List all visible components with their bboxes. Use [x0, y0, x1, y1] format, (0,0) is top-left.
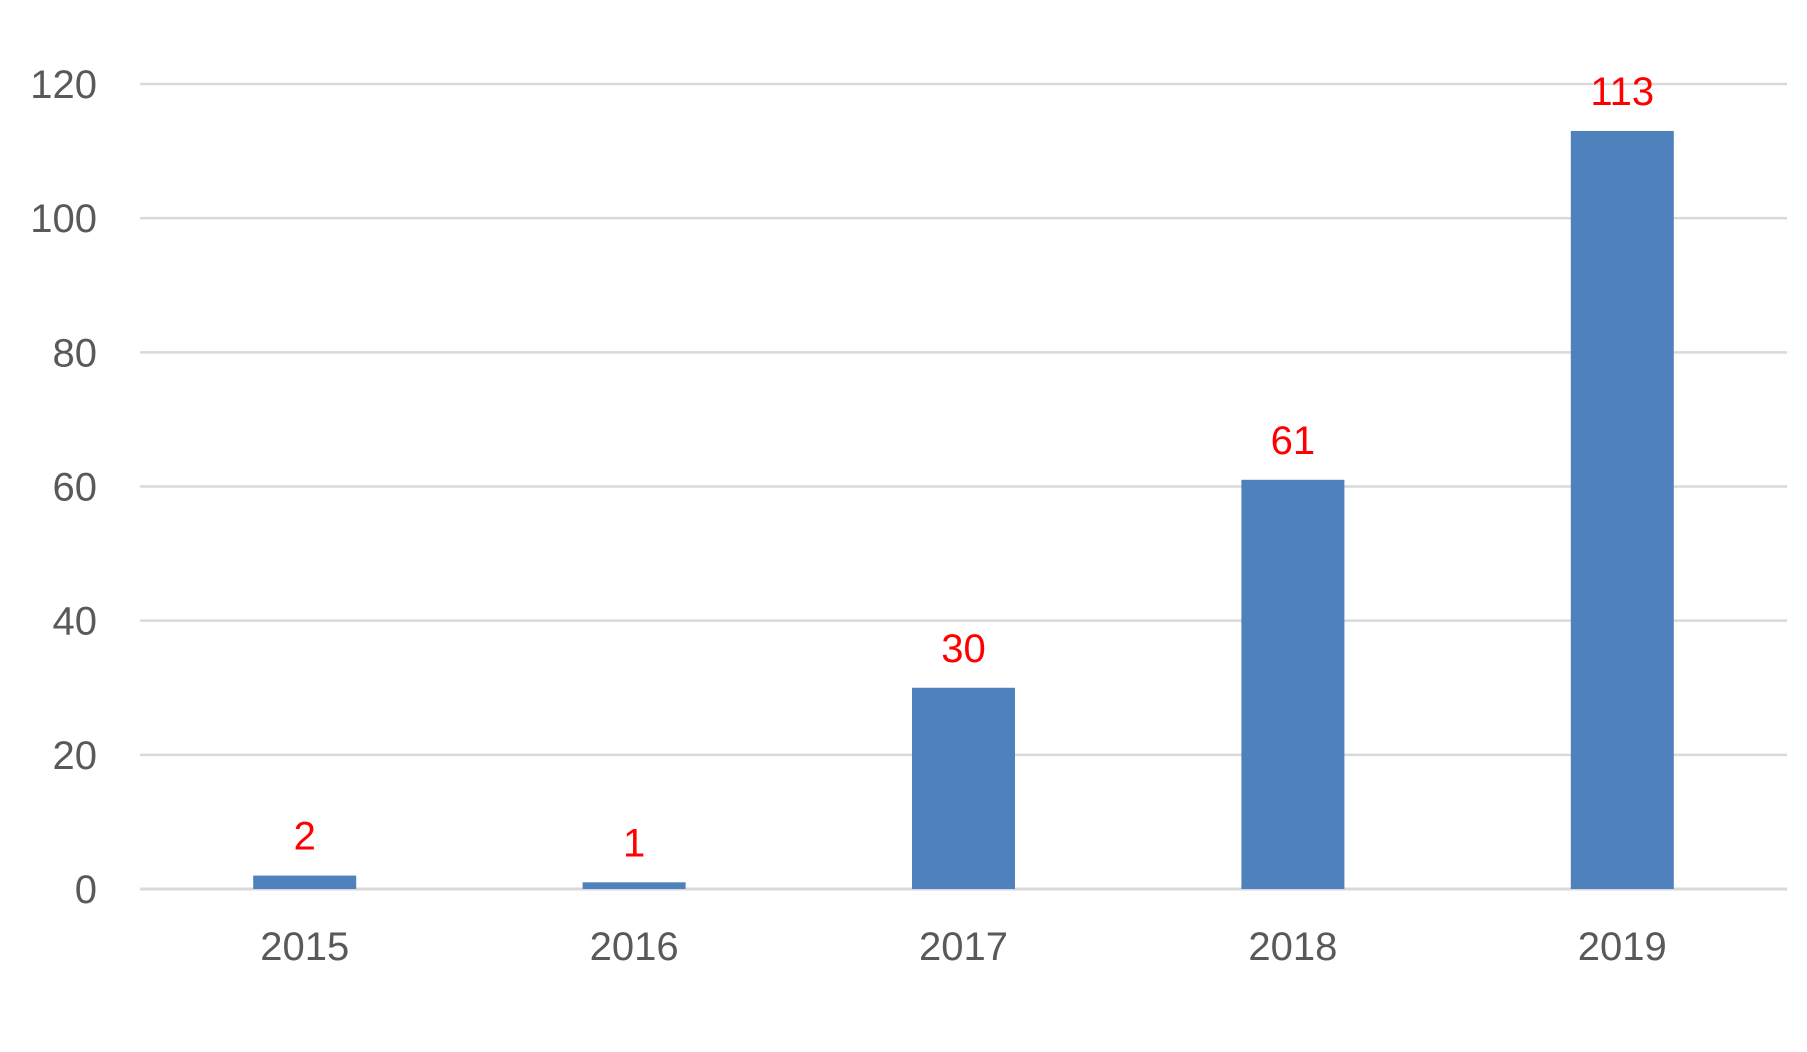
y-tick-label-60: 60	[53, 466, 98, 510]
y-tick-label-100: 100	[30, 197, 97, 241]
bar-2016	[582, 882, 686, 889]
x-tick-label-2015: 2015	[260, 925, 349, 969]
y-tick-label-120: 120	[30, 63, 97, 107]
data-label-2016: 1	[623, 821, 645, 865]
bars	[253, 130, 1674, 890]
x-tick-label-2016: 2016	[590, 925, 679, 969]
bar-2019	[1570, 130, 1674, 890]
data-label-2015: 2	[294, 815, 316, 859]
data-labels: 2 1 30 61 113	[294, 70, 1655, 865]
x-tick-label-2017: 2017	[919, 925, 1008, 969]
gridlines	[140, 82, 1787, 891]
bar-2017	[912, 687, 1015, 889]
data-label-2018: 61	[1271, 419, 1316, 463]
y-tick-label-20: 20	[53, 734, 98, 778]
y-tick-label-0: 0	[75, 868, 97, 912]
bar-2015	[253, 875, 357, 889]
y-tick-label-40: 40	[53, 600, 98, 644]
x-axis-tick-labels: 2015 2016 2017 2018 2019	[260, 925, 1667, 969]
x-tick-label-2019: 2019	[1578, 925, 1667, 969]
x-tick-label-2018: 2018	[1248, 925, 1337, 969]
data-label-2019: 113	[1590, 70, 1654, 114]
data-label-2017: 30	[941, 627, 986, 671]
bar-2018	[1241, 479, 1345, 889]
y-axis-tick-labels: 0 20 40 60 80 100 120	[30, 63, 97, 912]
y-tick-label-80: 80	[53, 331, 98, 375]
